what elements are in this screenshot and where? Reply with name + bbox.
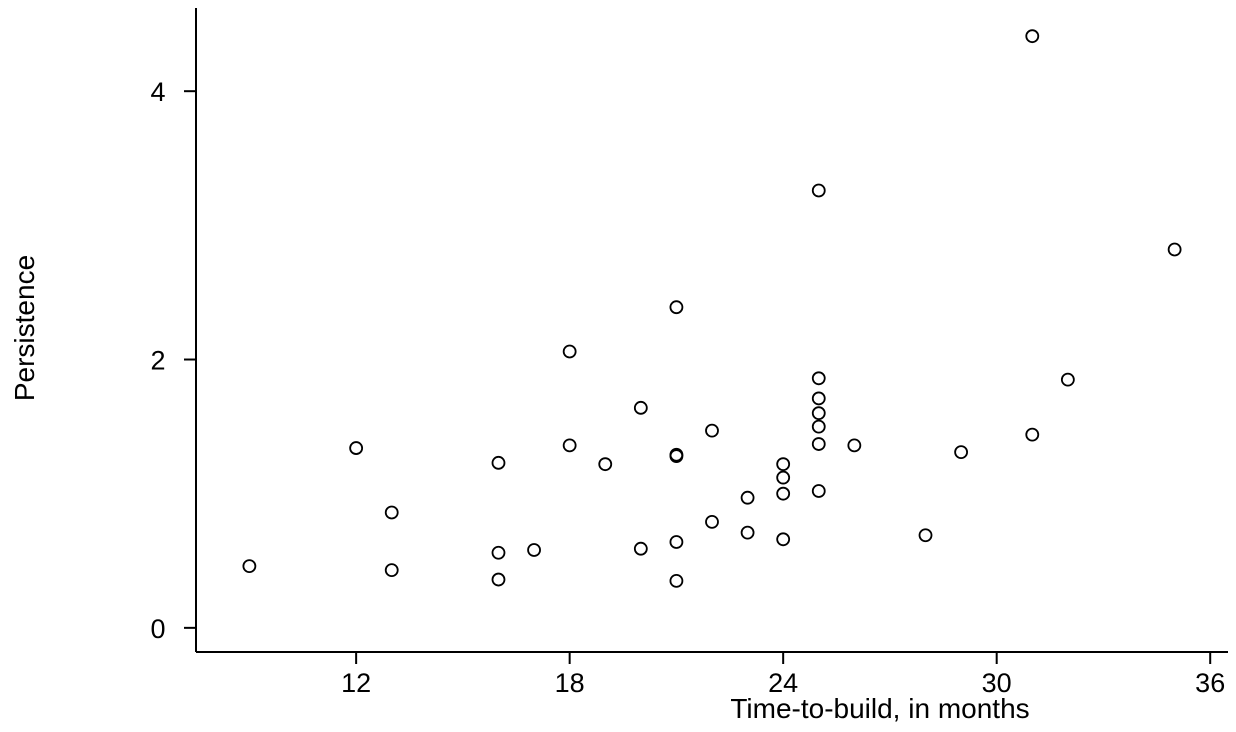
y-tick-label: 0 [150, 614, 165, 644]
data-point [384, 505, 399, 520]
data-point [1025, 29, 1040, 44]
data-point [811, 406, 826, 421]
data-point [1167, 242, 1182, 257]
data-point [669, 449, 684, 464]
data-point [562, 438, 577, 453]
data-point [669, 573, 684, 588]
data-point [491, 572, 506, 587]
data-point [349, 441, 364, 455]
data-point [633, 400, 648, 415]
data-point [1025, 427, 1040, 442]
data-point [491, 545, 506, 560]
data-point [811, 419, 826, 434]
data-point [811, 484, 826, 498]
data-point [918, 528, 933, 543]
data-point [740, 490, 755, 505]
data-point [705, 423, 719, 438]
data-point [598, 457, 613, 472]
data-point [384, 563, 399, 578]
data-point [954, 445, 969, 459]
data-point [811, 437, 826, 451]
data-point [811, 371, 826, 386]
data-point [669, 535, 684, 549]
data-point [669, 300, 684, 315]
x-tick-label: 24 [768, 668, 798, 698]
data-point [740, 525, 755, 540]
y-tick-label: 4 [150, 77, 165, 107]
data-point [1060, 372, 1075, 387]
data-point [242, 559, 257, 574]
y-tick-label: 2 [150, 346, 165, 376]
data-point [776, 470, 791, 485]
data-point [633, 541, 648, 556]
data-point [527, 543, 541, 557]
data-point [491, 455, 506, 470]
data-point [705, 514, 719, 529]
x-tick-label: 18 [555, 668, 585, 698]
x-axis-label: Time-to-build, in months [730, 693, 1029, 724]
x-tick-label: 12 [341, 668, 371, 698]
points-layer [242, 29, 1182, 588]
data-point [776, 486, 791, 501]
data-point [811, 183, 826, 198]
data-point [776, 457, 791, 472]
data-point [562, 344, 577, 359]
data-point [776, 532, 791, 547]
data-point [811, 391, 826, 406]
data-point [847, 438, 862, 453]
x-tick-label: 30 [982, 668, 1012, 698]
y-axis-label: Persistence [9, 255, 40, 401]
x-tick-label: 36 [1195, 668, 1225, 698]
